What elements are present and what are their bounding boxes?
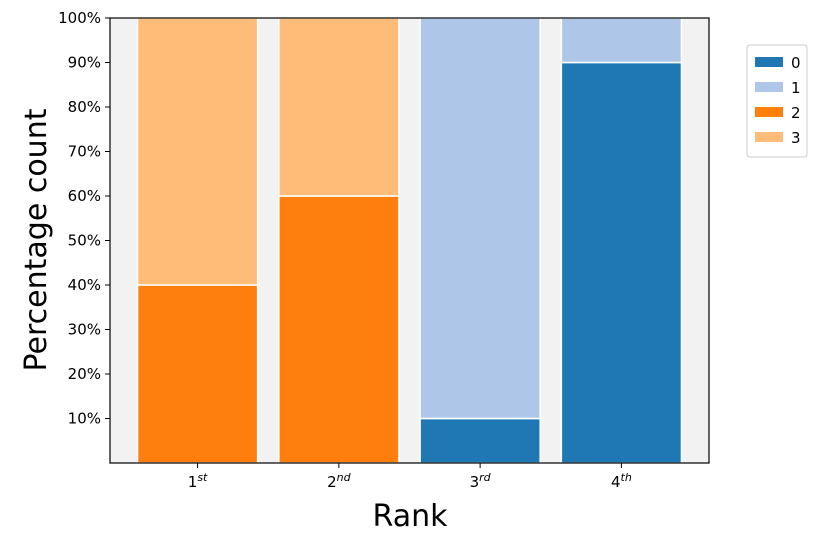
- legend-box: [746, 44, 808, 158]
- legend-swatch: [755, 132, 783, 142]
- y-tick-label: 80%: [68, 98, 101, 116]
- x-tick-label: 4th: [611, 471, 632, 491]
- y-tick-label: 30%: [68, 321, 101, 339]
- legend-label: 1: [791, 79, 801, 97]
- bar-segment: [136, 284, 259, 464]
- y-tick-label: 100%: [58, 9, 101, 27]
- x-tick-label: 3rd: [470, 471, 492, 491]
- y-tick-label: 40%: [68, 276, 101, 294]
- legend-swatch: [755, 107, 783, 117]
- bar-segment: [278, 195, 400, 464]
- bar-segment: [419, 17, 541, 420]
- bar-segment: [419, 417, 541, 464]
- y-tick-label: 20%: [68, 365, 101, 383]
- bar-segment: [560, 61, 683, 464]
- y-tick-label: 70%: [68, 143, 101, 161]
- x-tick-label: 1st: [188, 471, 208, 491]
- y-axis-label: Percentage count: [19, 108, 54, 371]
- y-tick-label: 10%: [68, 410, 101, 428]
- legend-label: 3: [791, 129, 801, 147]
- legend-label: 0: [791, 54, 801, 72]
- bar-segment: [136, 17, 259, 286]
- legend-swatch: [755, 57, 783, 67]
- y-tick-label: 60%: [68, 187, 101, 205]
- y-tick-label: 50%: [68, 232, 101, 250]
- x-tick-label: 2nd: [327, 471, 352, 491]
- legend-label: 2: [791, 104, 801, 122]
- legend-swatch: [755, 82, 783, 92]
- y-tick-label: 90%: [68, 54, 101, 72]
- bar-segment: [560, 17, 683, 64]
- bar-segment: [278, 17, 400, 197]
- x-axis-label: Rank: [373, 499, 449, 534]
